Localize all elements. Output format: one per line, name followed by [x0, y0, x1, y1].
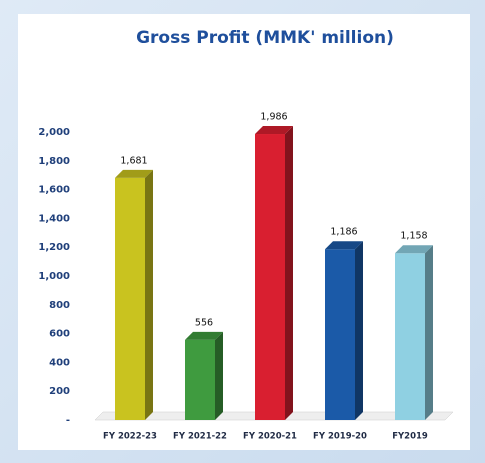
bar-top	[115, 169, 153, 178]
y-tick-label: 1,400	[38, 213, 70, 224]
y-tick-label: 1,000	[38, 271, 70, 282]
data-label: 556	[195, 317, 213, 328]
bar-top	[255, 126, 293, 135]
data-label: 1,158	[400, 231, 427, 242]
y-tick-label: 600	[49, 329, 70, 340]
y-tick-label: 2,000	[38, 127, 70, 138]
bar	[115, 177, 145, 420]
y-tick-label: 800	[49, 300, 70, 311]
y-tick-label: 1,800	[38, 156, 70, 167]
x-tick-label: FY 2020-21	[243, 432, 297, 442]
y-tick-label: 200	[49, 386, 70, 397]
bar-top	[185, 331, 223, 340]
bar-side	[425, 245, 433, 420]
bar-side	[215, 331, 223, 420]
bar	[395, 253, 425, 420]
x-tick-label: FY2019	[392, 432, 428, 442]
bar-top	[395, 245, 433, 254]
data-label: 1,186	[330, 227, 357, 238]
data-label: 1,986	[260, 112, 287, 123]
y-tick-label: 1,600	[38, 185, 70, 196]
x-tick-label: FY 2021-22	[173, 432, 227, 442]
y-tick-label: -	[66, 415, 70, 426]
bar-top	[325, 241, 363, 250]
x-tick-label: FY 2019-20	[313, 432, 367, 442]
bar-side	[285, 126, 293, 421]
bar	[185, 339, 215, 420]
bar-side	[145, 169, 153, 420]
bar-side	[355, 241, 363, 420]
bar	[325, 249, 355, 420]
chart-title: Gross Profit (MMK' million)	[136, 28, 394, 48]
data-label: 1,681	[120, 155, 147, 166]
chart-panel	[18, 14, 470, 450]
y-tick-label: 400	[49, 357, 70, 368]
x-tick-label: FY 2022-23	[103, 432, 157, 442]
y-tick-label: 1,200	[38, 242, 70, 253]
bar	[255, 134, 285, 421]
